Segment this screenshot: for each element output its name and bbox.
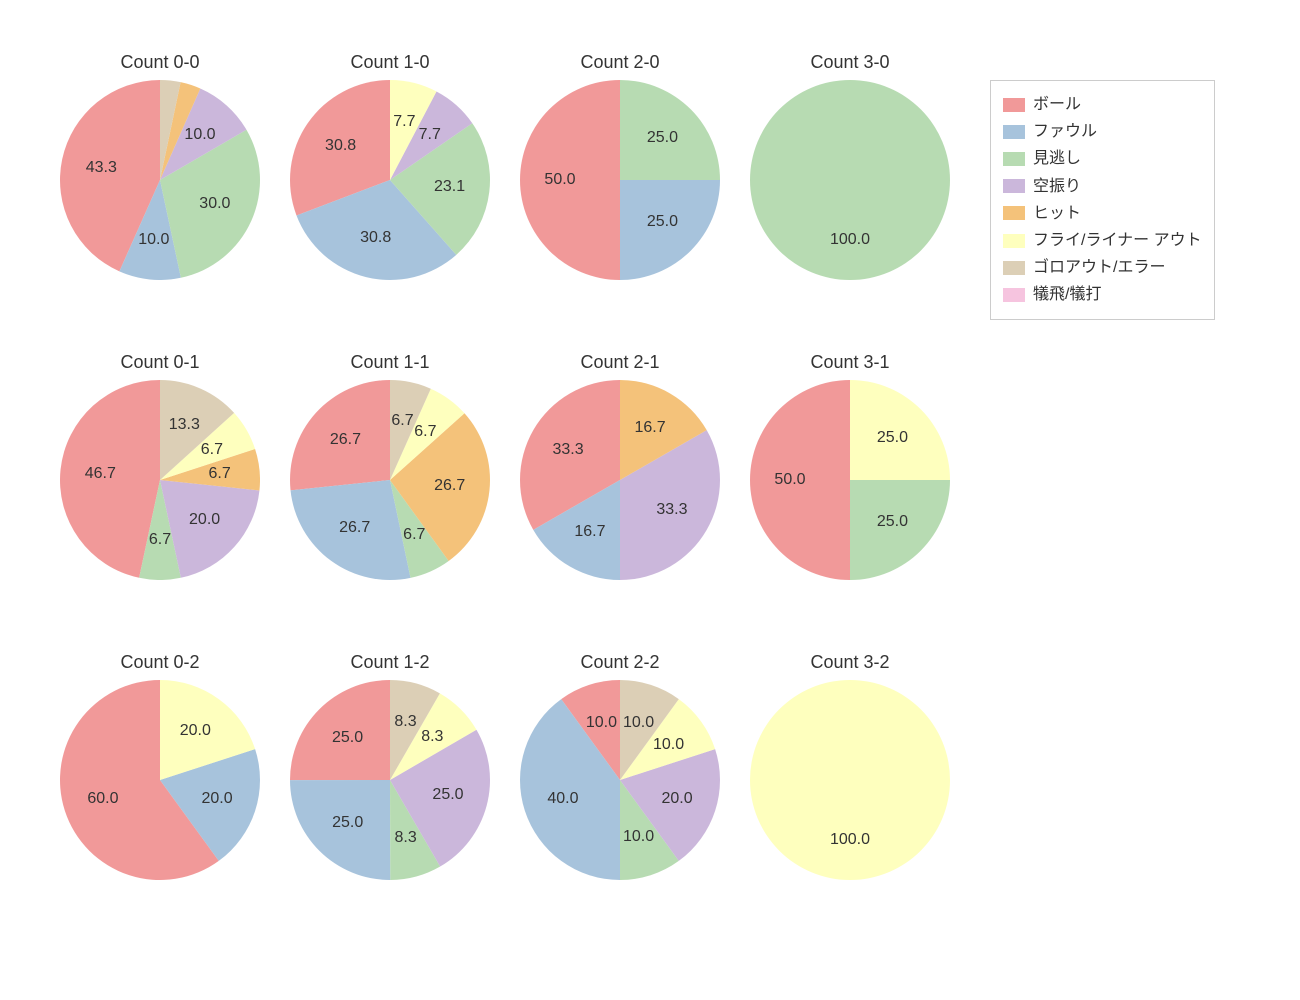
pie-slice — [60, 380, 160, 578]
legend-label: ゴロアウト/エラー — [1033, 254, 1165, 281]
pie-slice — [850, 480, 950, 580]
pie-chart — [520, 380, 720, 580]
pie-chart — [290, 380, 490, 580]
pie-panel: Count 0-043.310.030.010.0 — [60, 80, 260, 280]
panel-title: Count 3-2 — [810, 652, 889, 673]
pie-chart — [290, 680, 490, 880]
pie-panel: Count 0-260.020.020.0 — [60, 680, 260, 880]
pie-slice — [750, 680, 950, 880]
panel-title: Count 0-1 — [120, 352, 199, 373]
panel-title: Count 3-1 — [810, 352, 889, 373]
panel-title: Count 1-0 — [350, 52, 429, 73]
pie-slice — [290, 680, 390, 780]
legend-box: ボールファウル見逃し空振りヒットフライ/ライナー アウトゴロアウト/エラー犠飛/… — [990, 80, 1215, 320]
pie-panel: Count 3-0100.0 — [750, 80, 950, 280]
pie-panel: Count 1-030.830.823.17.77.7 — [290, 80, 490, 280]
legend-swatch — [1003, 125, 1025, 139]
pie-slice — [620, 180, 720, 280]
pie-panel: Count 2-210.040.010.020.010.010.0 — [520, 680, 720, 880]
pie-slice — [290, 380, 390, 490]
pie-slice — [520, 80, 620, 280]
legend-item: ファウル — [1003, 118, 1202, 145]
pie-chart — [520, 80, 720, 280]
legend-item: 見逃し — [1003, 145, 1202, 172]
pie-slice — [291, 480, 411, 580]
legend-label: ファウル — [1033, 118, 1097, 145]
legend-swatch — [1003, 288, 1025, 302]
legend-item: ヒット — [1003, 200, 1202, 227]
pie-panel: Count 2-133.316.733.316.7 — [520, 380, 720, 580]
pie-slice — [850, 380, 950, 480]
panel-title: Count 2-0 — [580, 52, 659, 73]
panel-title: Count 1-1 — [350, 352, 429, 373]
legend-swatch — [1003, 261, 1025, 275]
pie-chart — [520, 680, 720, 880]
legend-swatch — [1003, 234, 1025, 248]
pie-chart — [290, 80, 490, 280]
panel-title: Count 3-0 — [810, 52, 889, 73]
pie-panel: Count 1-126.726.76.726.76.76.7 — [290, 380, 490, 580]
pie-slice — [290, 780, 390, 880]
panel-title: Count 1-2 — [350, 652, 429, 673]
pie-slice — [750, 380, 850, 580]
figure: Count 0-043.310.030.010.0Count 1-030.830… — [0, 0, 1300, 1000]
legend-label: 犠飛/犠打 — [1033, 281, 1101, 308]
legend-item: ボール — [1003, 91, 1202, 118]
pie-chart — [60, 380, 260, 580]
pie-panel: Count 0-146.76.720.06.76.713.3 — [60, 380, 260, 580]
pie-slice — [620, 80, 720, 180]
legend-swatch — [1003, 152, 1025, 166]
legend-item: フライ/ライナー アウト — [1003, 227, 1202, 254]
pie-panel: Count 2-050.025.025.0 — [520, 80, 720, 280]
legend-label: 見逃し — [1033, 145, 1081, 172]
legend-item: 犠飛/犠打 — [1003, 281, 1202, 308]
legend-swatch — [1003, 206, 1025, 220]
legend-label: ボール — [1033, 91, 1081, 118]
pie-panel: Count 1-225.025.08.325.08.38.3 — [290, 680, 490, 880]
legend-item: ゴロアウト/エラー — [1003, 254, 1202, 281]
pie-chart — [750, 680, 950, 880]
pie-chart — [60, 680, 260, 880]
pie-chart — [750, 380, 950, 580]
pie-slice — [750, 80, 950, 280]
pie-panel: Count 3-150.025.025.0 — [750, 380, 950, 580]
panel-title: Count 0-2 — [120, 652, 199, 673]
legend-swatch — [1003, 179, 1025, 193]
pie-panel: Count 3-2100.0 — [750, 680, 950, 880]
legend-item: 空振り — [1003, 173, 1202, 200]
pie-chart — [60, 80, 260, 280]
legend-label: 空振り — [1033, 173, 1081, 200]
panel-title: Count 0-0 — [120, 52, 199, 73]
pie-chart — [750, 80, 950, 280]
panel-title: Count 2-1 — [580, 352, 659, 373]
legend-label: フライ/ライナー アウト — [1033, 227, 1202, 254]
legend-swatch — [1003, 98, 1025, 112]
legend-label: ヒット — [1033, 200, 1081, 227]
panel-title: Count 2-2 — [580, 652, 659, 673]
